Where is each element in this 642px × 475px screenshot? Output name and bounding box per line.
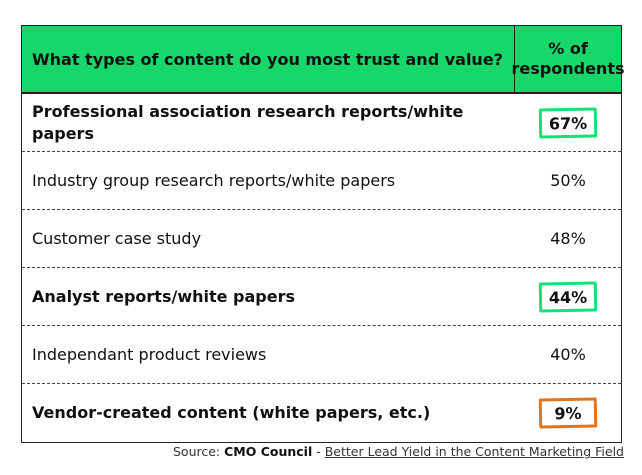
row-value: 50% bbox=[550, 171, 586, 190]
row-label: Professional association research report… bbox=[32, 101, 464, 143]
row-label: Analyst reports/white papers bbox=[32, 286, 296, 306]
row-value-green-highlight: 44% bbox=[538, 280, 598, 313]
table-row: Vendor-created content (white papers, et… bbox=[22, 384, 621, 442]
table-row: Analyst reports/white papers 44% bbox=[22, 268, 621, 326]
table-row: Customer case study 48% bbox=[22, 210, 621, 268]
table-row: Professional association research report… bbox=[22, 94, 621, 152]
source-org: CMO Council bbox=[224, 444, 313, 459]
row-value-cell: 9% bbox=[515, 397, 621, 429]
row-label: Vendor-created content (white papers, et… bbox=[32, 403, 431, 422]
row-label: Industry group research reports/white pa… bbox=[32, 170, 396, 190]
source-title-link[interactable]: Better Lead Yield in the Content Marketi… bbox=[324, 444, 624, 459]
source-separator: - bbox=[312, 444, 325, 459]
table-body: Professional association research report… bbox=[22, 94, 621, 442]
survey-table: What types of content do you most trust … bbox=[21, 25, 624, 443]
row-value: 48% bbox=[550, 229, 586, 248]
row-value-cell: 50% bbox=[515, 171, 621, 190]
question-header: What types of content do you most trust … bbox=[32, 49, 503, 69]
source-note: Source: CMO Council - Better Lead Yield … bbox=[173, 444, 624, 459]
row-value-cell: 67% bbox=[515, 106, 621, 139]
row-value-cell: 40% bbox=[515, 345, 621, 364]
row-value-orange-highlight: 9% bbox=[538, 397, 598, 429]
row-label: Independant product reviews bbox=[32, 344, 267, 364]
table-header: What types of content do you most trust … bbox=[22, 26, 624, 94]
row-value-cell: 44% bbox=[515, 280, 621, 313]
row-value-cell: 48% bbox=[515, 229, 621, 248]
table-row: Industry group research reports/white pa… bbox=[22, 152, 621, 210]
source-prefix: Source: bbox=[172, 444, 225, 459]
table-row: Independant product reviews 40% bbox=[22, 326, 621, 384]
percent-header: % of respondents bbox=[512, 26, 624, 92]
row-value: 40% bbox=[550, 345, 586, 364]
row-label: Customer case study bbox=[32, 228, 202, 248]
row-value-green-highlight: 67% bbox=[538, 106, 598, 139]
